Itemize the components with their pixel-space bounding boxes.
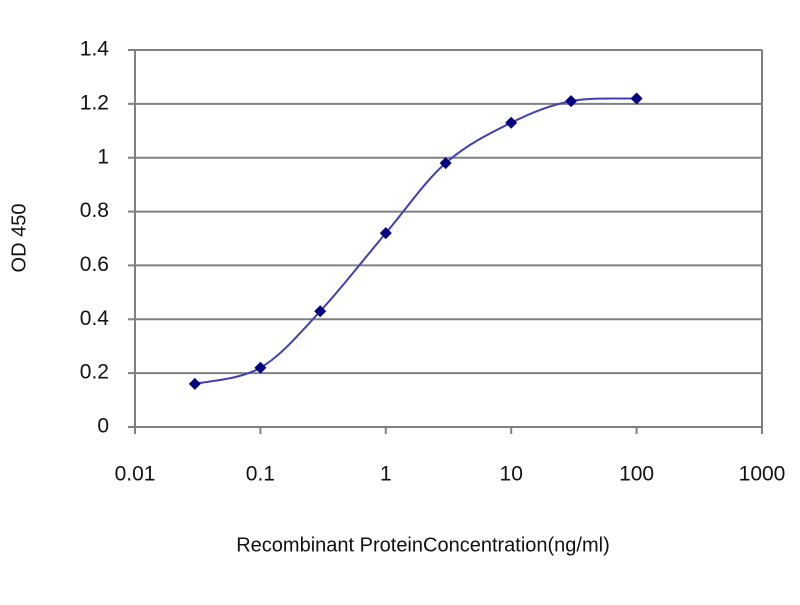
y-tick-label: 0.6: [80, 253, 109, 276]
x-axis-title: Recombinant ProteinConcentration(ng/ml): [236, 534, 610, 556]
x-tick-label: 0.01: [115, 463, 156, 486]
y-tick-label: 1.4: [80, 38, 110, 61]
series-line: [194, 97, 637, 385]
data-point: [379, 227, 392, 240]
data-point: [254, 361, 267, 374]
x-tick-label: 1: [380, 463, 392, 486]
y-tick-label: 0.8: [80, 199, 109, 222]
x-tick-label: 0.1: [246, 463, 275, 486]
data-point: [505, 116, 518, 129]
y-tick-label: 0.2: [80, 361, 109, 384]
data-point: [439, 157, 452, 170]
data-point: [565, 95, 578, 108]
y-tick-label: 1: [97, 145, 109, 168]
y-tick-label: 0.4: [80, 307, 110, 330]
data-point: [630, 92, 643, 105]
y-tick-label: 0: [97, 415, 109, 438]
x-tick-label: 10: [500, 463, 523, 486]
y-tick-label: 1.2: [80, 91, 109, 114]
y-axis-title: OD 450: [8, 204, 30, 273]
data-point: [188, 377, 201, 390]
x-tick-label: 100: [619, 463, 654, 486]
data-point: [314, 305, 327, 318]
x-tick-label: 1000: [739, 463, 786, 486]
